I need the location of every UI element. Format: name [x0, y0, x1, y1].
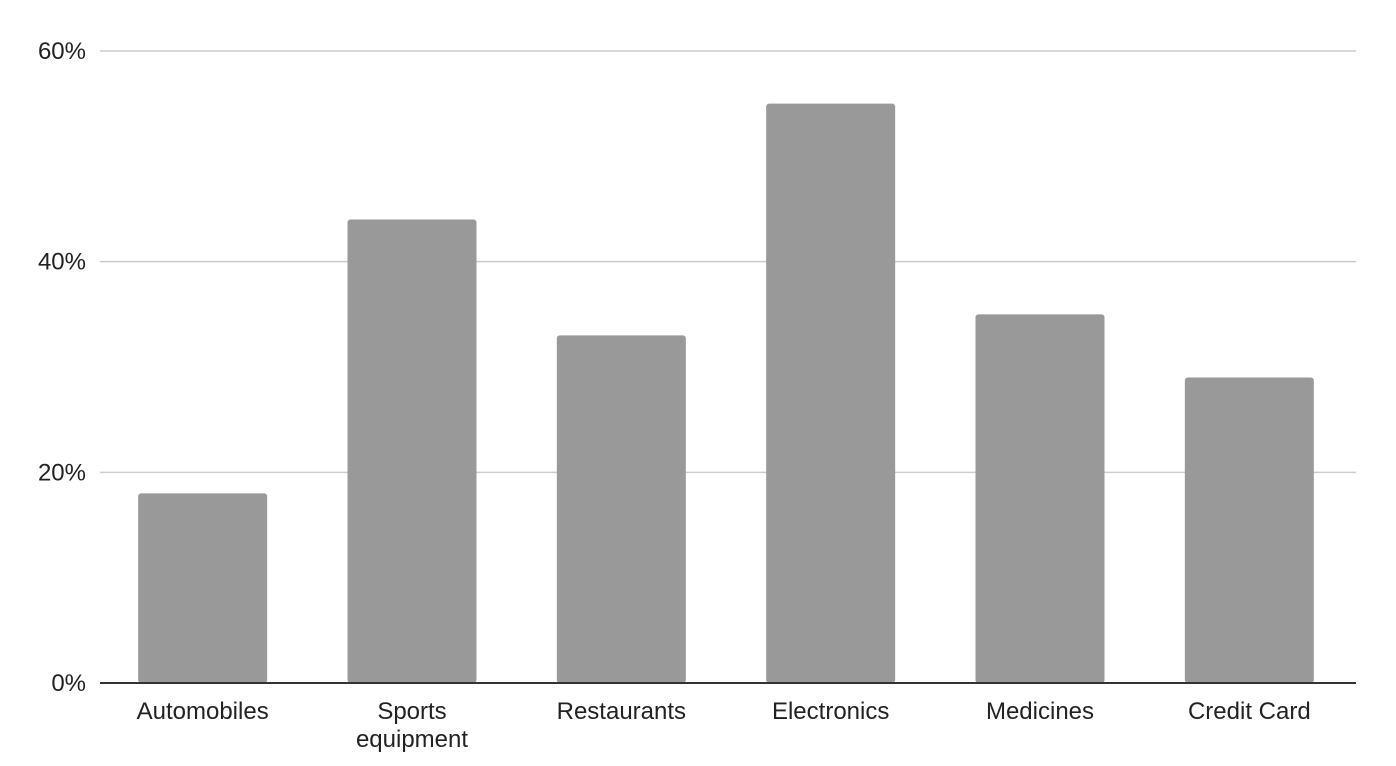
bars — [138, 103, 1314, 684]
bar — [138, 493, 268, 683]
bar — [556, 335, 686, 683]
x-tick-label: Credit Card — [1188, 698, 1311, 725]
y-tick-label: 0% — [51, 670, 86, 697]
x-tick-label-line: Medicines — [986, 698, 1094, 725]
x-tick-label-line: Automobiles — [137, 698, 269, 725]
bar — [1184, 377, 1314, 683]
y-tick-label: 20% — [38, 459, 86, 486]
x-tick-label: Medicines — [986, 698, 1094, 725]
x-axis-tick-labels: Automobiles Sports equipment Restaurants Ele… — [137, 698, 1311, 753]
x-tick-label-line: Sports — [377, 698, 446, 725]
bar — [975, 314, 1105, 683]
x-tick-label-line: equipment — [356, 726, 468, 753]
gridlines — [100, 50, 1356, 474]
x-tick-label: Electronics — [772, 698, 889, 725]
x-tick-label-line: Credit Card — [1188, 698, 1311, 725]
bar — [347, 219, 477, 684]
y-tick-label: 60% — [38, 38, 86, 65]
y-axis-tick-labels: 0% 20% 40% 60% — [38, 38, 86, 697]
x-tick-label: Sports equipment — [356, 698, 468, 753]
x-tick-label-line: Electronics — [772, 698, 889, 725]
x-tick-label: Restaurants — [557, 698, 686, 725]
bar — [766, 103, 896, 683]
x-tick-label-line: Restaurants — [557, 698, 686, 725]
x-tick-label: Automobiles — [137, 698, 269, 725]
y-tick-label: 40% — [38, 249, 86, 276]
